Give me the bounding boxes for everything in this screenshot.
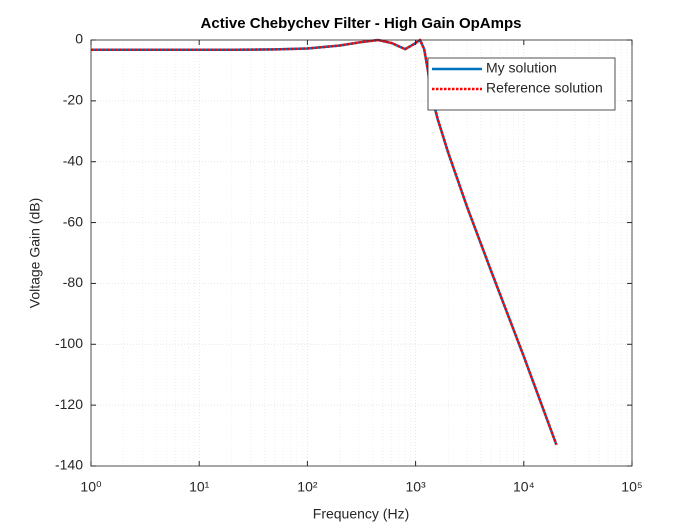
plot-area xyxy=(91,40,632,466)
legend-label: Reference solution xyxy=(486,80,603,96)
x-tick-label: 10² xyxy=(297,479,318,495)
chart-title: Active Chebychev Filter - High Gain OpAm… xyxy=(201,15,522,32)
x-axis-label: Frequency (Hz) xyxy=(313,506,409,522)
y-axis-label: Voltage Gain (dB) xyxy=(27,198,43,309)
y-tick-label: -120 xyxy=(55,396,83,412)
y-tick-label: -80 xyxy=(63,274,83,290)
legend-label: My solution xyxy=(486,60,557,76)
series-line xyxy=(91,38,558,446)
axes-box xyxy=(90,39,633,467)
y-tick-label: 0 xyxy=(75,31,83,47)
legend: My solution Reference solution xyxy=(427,57,616,111)
x-tick-label: 10⁴ xyxy=(513,479,535,495)
x-tick-label: 10⁵ xyxy=(621,479,642,495)
data-layer xyxy=(91,38,558,446)
y-tick-label: -40 xyxy=(63,152,83,168)
legend-box xyxy=(427,57,616,111)
x-tick-label: 10¹ xyxy=(189,479,210,495)
y-tick-label: -140 xyxy=(55,457,83,473)
y-tick-label: -20 xyxy=(63,92,83,108)
x-tick-label: 10⁰ xyxy=(80,479,102,495)
grid-layer xyxy=(90,39,633,467)
y-tick-label: -60 xyxy=(63,213,83,229)
y-tick-label: -100 xyxy=(55,335,83,351)
x-tick-label: 10³ xyxy=(405,479,426,495)
